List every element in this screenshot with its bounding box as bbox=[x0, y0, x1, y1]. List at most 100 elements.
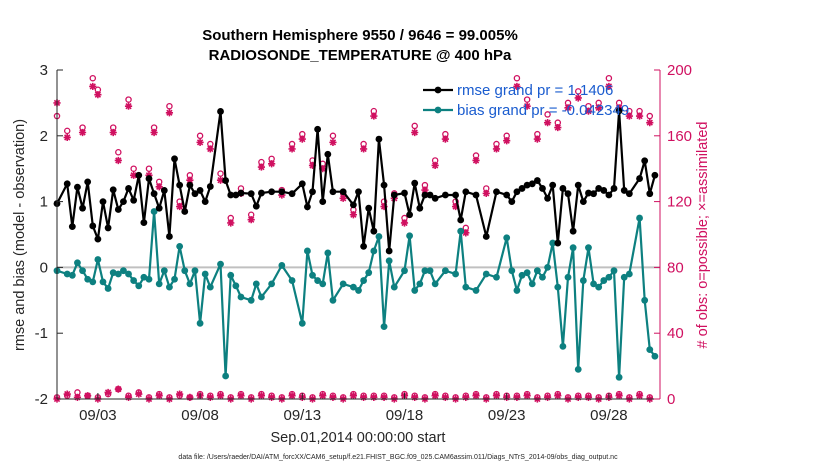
rmse-point bbox=[84, 178, 92, 186]
rmse-point bbox=[145, 175, 153, 182]
bias-point bbox=[590, 280, 597, 288]
bias-point bbox=[329, 296, 337, 304]
obs-assimilated-marker bbox=[492, 392, 501, 400]
rmse-point bbox=[579, 198, 587, 206]
rmse-point bbox=[227, 191, 235, 199]
bias-point bbox=[319, 280, 327, 288]
obs-assimilated-marker bbox=[257, 163, 266, 171]
legend-rmse-marker bbox=[434, 86, 442, 94]
obs-assimilated-marker bbox=[288, 145, 296, 153]
obs-possible-marker bbox=[89, 74, 97, 82]
obs-assimilated-marker bbox=[523, 392, 531, 400]
obs-assimilated-marker bbox=[216, 392, 225, 400]
rmse-point bbox=[385, 247, 393, 255]
rmse-point bbox=[196, 187, 204, 194]
y2-axis-label: # of obs: o=possible; ×=assimilated bbox=[695, 122, 711, 349]
obs-assimilated-marker bbox=[196, 138, 204, 146]
obs-assimilated-marker bbox=[247, 216, 255, 224]
rmse-point bbox=[135, 171, 143, 179]
obs-assimilated-marker bbox=[625, 112, 633, 120]
obs-assimilated-marker bbox=[574, 393, 582, 401]
rmse-point bbox=[222, 177, 230, 184]
legend-rmse-label: rmse grand pr = 1.1406 bbox=[457, 82, 613, 99]
x-tick-label: 09/03 bbox=[79, 407, 117, 424]
rmse-point bbox=[595, 185, 603, 192]
obs-assimilated-marker bbox=[370, 393, 378, 401]
bias-point bbox=[401, 267, 408, 275]
obs-assimilated-marker bbox=[288, 392, 296, 400]
x-tick-label: 09/08 bbox=[181, 407, 219, 424]
obs-assimilated-marker bbox=[329, 138, 337, 146]
obs-assimilated-marker bbox=[349, 211, 357, 219]
rmse-point bbox=[160, 187, 168, 194]
bias-point bbox=[610, 267, 618, 275]
rmse-point bbox=[539, 185, 546, 192]
bias-point bbox=[523, 269, 531, 277]
bias-point bbox=[160, 267, 168, 275]
rmse-point bbox=[79, 204, 86, 212]
obs-assimilated-marker bbox=[237, 392, 245, 400]
rmse-point bbox=[590, 190, 597, 198]
obs-assimilated-marker bbox=[574, 94, 582, 102]
bias-point bbox=[452, 270, 459, 278]
rmse-point bbox=[247, 190, 255, 198]
bias-point bbox=[303, 247, 311, 255]
obs-possible-marker bbox=[411, 122, 418, 130]
bias-point bbox=[615, 373, 623, 381]
legend-bias-label: bias grand pr = -0.042349 bbox=[457, 102, 629, 119]
rmse-point bbox=[493, 188, 500, 196]
obs-assimilated-marker bbox=[319, 165, 327, 173]
bias-point bbox=[166, 283, 173, 291]
obs-assimilated-marker bbox=[186, 176, 194, 184]
obs-assimilated-marker bbox=[492, 145, 501, 153]
rmse-point bbox=[605, 191, 613, 199]
bias-point bbox=[206, 283, 214, 291]
rmse-point bbox=[528, 180, 536, 188]
legend: rmse grand pr = 1.1406 bias grand pr = -0… bbox=[423, 82, 629, 119]
rmse-point bbox=[232, 191, 240, 199]
obs-possible-marker bbox=[63, 127, 71, 135]
obs-assimilated-marker bbox=[411, 128, 419, 137]
bias-point bbox=[181, 267, 189, 275]
obs-assimilated-marker bbox=[135, 390, 143, 398]
rmse-point bbox=[574, 181, 582, 189]
obs-assimilated-marker bbox=[503, 137, 511, 145]
rmse-point bbox=[314, 125, 322, 133]
chart-subtitle: RADIOSONDE_TEMPERATURE @ 400 hPa bbox=[209, 47, 512, 64]
bias-point bbox=[365, 269, 373, 277]
bias-point bbox=[385, 257, 393, 265]
obs-assimilated-marker bbox=[308, 161, 317, 170]
bias-point bbox=[508, 267, 516, 275]
rmse-point bbox=[186, 181, 194, 189]
bias-point bbox=[360, 277, 368, 284]
obs-assimilated-marker bbox=[564, 104, 572, 112]
obs-assimilated-marker bbox=[523, 102, 531, 110]
rmse-point bbox=[401, 189, 408, 197]
rmse-point bbox=[355, 188, 362, 196]
y-tick-label: 3 bbox=[40, 62, 48, 79]
obs-assimilated-marker bbox=[155, 183, 163, 191]
bias-point bbox=[130, 277, 138, 284]
bias-point bbox=[441, 267, 449, 275]
bias-point bbox=[99, 278, 107, 286]
rmse-point bbox=[252, 202, 260, 210]
y-tick-label: -1 bbox=[35, 325, 48, 342]
bias-point bbox=[472, 287, 480, 294]
bias-point bbox=[314, 277, 322, 284]
rmse-point bbox=[559, 185, 567, 192]
obs-assimilated-marker bbox=[431, 161, 439, 170]
obs-assimilated-marker bbox=[595, 104, 603, 112]
rmse-point bbox=[462, 188, 470, 196]
bias-point bbox=[493, 273, 500, 281]
obs-assimilated-marker bbox=[349, 392, 357, 400]
rmse-point bbox=[258, 189, 265, 197]
rmse-point bbox=[68, 223, 76, 231]
obs-assimilated-marker bbox=[380, 393, 388, 401]
obs-assimilated-marker bbox=[635, 392, 644, 400]
obs-assimilated-marker bbox=[78, 128, 87, 137]
bias-point bbox=[641, 296, 649, 304]
rmse-point bbox=[329, 188, 337, 196]
rmse-point bbox=[237, 189, 245, 197]
obs-assimilated-marker bbox=[165, 109, 174, 117]
rmse-point bbox=[303, 203, 311, 211]
